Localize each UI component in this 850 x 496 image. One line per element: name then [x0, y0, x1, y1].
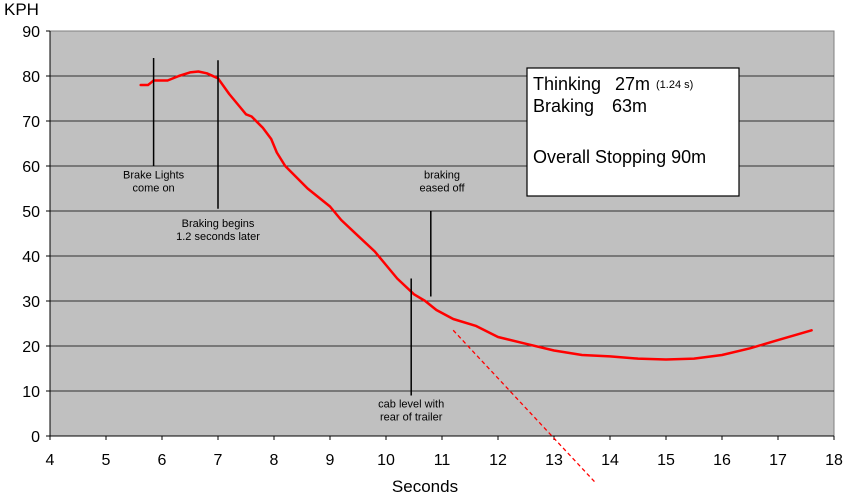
x-tick-label: 10	[377, 452, 395, 469]
thinking-note: (1.24 s)	[656, 79, 693, 91]
x-tick-label: 9	[326, 452, 335, 469]
thinking-value: 27m	[615, 74, 650, 94]
x-tick-label: 13	[545, 452, 563, 469]
x-tick-label: 12	[489, 452, 507, 469]
y-tick-label: 70	[22, 114, 40, 131]
summary-box-frame	[526, 67, 740, 197]
x-tick-labels: 4 5 6 7 8 9 10 11 12 13 14 15 16 17 18	[46, 436, 843, 469]
speed-line	[139, 70, 813, 361]
x-tick-label: 8	[270, 452, 279, 469]
x-tick-label: 11	[434, 452, 451, 469]
x-tick-label: 17	[769, 452, 787, 469]
annotation-text: Braking begins	[182, 218, 255, 230]
annotation-text: rear of trailer	[380, 412, 443, 424]
x-axis-title: Seconds	[392, 477, 458, 496]
x-tick-label: 7	[214, 452, 223, 469]
annotation-text: 1.2 seconds later	[176, 231, 260, 243]
y-tick-label: 40	[22, 249, 40, 266]
y-axis-title: KPH	[4, 0, 39, 19]
y-tick-labels: 0 10 20 30 40 50 60 70 80 90	[22, 24, 50, 446]
annotation-text: come on	[132, 183, 174, 195]
annotation-text: eased off	[419, 183, 465, 195]
braking-value: 63m	[612, 96, 647, 116]
summary-box: Thinking 27m (1.24 s) Braking 63m Overal…	[526, 67, 740, 197]
y-tick-label: 60	[22, 159, 40, 176]
annotation-text: cab level with	[378, 399, 444, 411]
event-markers	[152, 58, 432, 396]
x-tick-label: 15	[657, 452, 675, 469]
annotation-text: braking	[424, 170, 460, 182]
x-tick-label: 16	[713, 452, 731, 469]
braking-label: Braking	[533, 96, 594, 116]
y-tick-label: 10	[22, 384, 40, 401]
y-tick-label: 20	[22, 339, 40, 356]
overall-stopping: Overall Stopping 90m	[533, 147, 706, 167]
x-tick-label: 5	[102, 452, 111, 469]
x-tick-label: 14	[601, 452, 619, 469]
y-tick-label: 50	[22, 204, 40, 221]
y-tick-label: 30	[22, 294, 40, 311]
x-tick-label: 18	[825, 452, 843, 469]
thinking-label: Thinking	[533, 74, 601, 94]
x-tick-label: 6	[158, 452, 167, 469]
speed-series	[139, 70, 813, 484]
y-tick-label: 80	[22, 69, 40, 86]
y-tick-label: 0	[31, 429, 40, 446]
x-tick-label: 4	[46, 452, 55, 469]
annotation-text: Brake Lights	[123, 170, 185, 182]
y-tick-label: 90	[22, 24, 40, 41]
